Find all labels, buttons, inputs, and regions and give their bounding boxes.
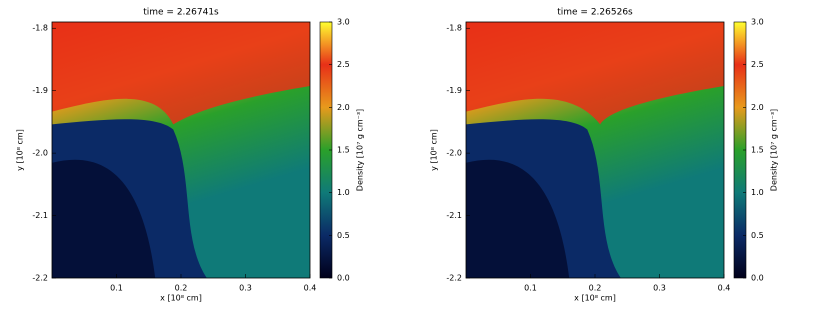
chart-title: time = 2.26526s xyxy=(557,8,633,18)
colorbar-tick-label: 2.5 xyxy=(751,60,764,69)
dark-core xyxy=(466,159,570,278)
colorbar-tick-label: 2.5 xyxy=(337,60,350,69)
y-axis-label: y [10⁸ cm] xyxy=(16,129,25,171)
y-tick-label: -1.9 xyxy=(446,86,462,95)
colorbar-tick-label: 0.5 xyxy=(751,231,764,240)
y-tick-label: -2.2 xyxy=(32,274,48,283)
colorbar-tick-label: 3.0 xyxy=(337,18,350,27)
y-tick-label: -1.8 xyxy=(32,24,48,33)
x-tick-label: 0.4 xyxy=(304,284,317,293)
colorbar-tick-label: 0.0 xyxy=(337,274,350,283)
x-tick-label: 0.1 xyxy=(110,284,123,293)
red-plume xyxy=(52,22,310,125)
x-tick-label: 0.2 xyxy=(589,284,602,293)
y-tick-label: -2.2 xyxy=(446,274,462,283)
x-tick-label: 0.1 xyxy=(524,284,537,293)
colorbar-tick-label: 1.5 xyxy=(337,146,350,155)
x-tick-label: 0.4 xyxy=(718,284,731,293)
colorbar-tick-label: 2.0 xyxy=(751,103,764,112)
colorbar-tick-label: 0.5 xyxy=(337,231,350,240)
y-tick-label: -2.1 xyxy=(446,211,462,220)
colorbar-tick-label: 1.0 xyxy=(751,188,764,197)
chart-title: time = 2.26741s xyxy=(143,8,219,18)
y-tick-label: -2.0 xyxy=(446,149,462,158)
y-tick-label: -2.1 xyxy=(32,211,48,220)
x-axis-label: x [10⁸ cm] xyxy=(574,294,616,303)
colorbar-tick-label: 2.0 xyxy=(337,103,350,112)
y-tick-label: -1.9 xyxy=(32,86,48,95)
colorbar-tick-label: 0.0 xyxy=(751,274,764,283)
x-tick-label: 0.3 xyxy=(653,284,666,293)
colorbar-tick-label: 1.5 xyxy=(751,146,764,155)
colorbar-tick-label: 1.0 xyxy=(337,188,350,197)
y-tick-label: -1.8 xyxy=(446,24,462,33)
colorbar-tick-label: 3.0 xyxy=(751,18,764,27)
x-tick-label: 0.3 xyxy=(239,284,252,293)
y-tick-label: -2.0 xyxy=(32,149,48,158)
x-tick-label: 0.2 xyxy=(175,284,188,293)
x-axis-label: x [10⁸ cm] xyxy=(160,294,202,303)
colorbar-label: Density [10⁷ g cm⁻³] xyxy=(356,109,365,191)
y-axis-label: y [10⁸ cm] xyxy=(430,129,439,171)
colorbar-label: Density [10⁷ g cm⁻³] xyxy=(770,109,779,191)
dark-core xyxy=(52,159,156,278)
red-plume xyxy=(466,22,724,125)
